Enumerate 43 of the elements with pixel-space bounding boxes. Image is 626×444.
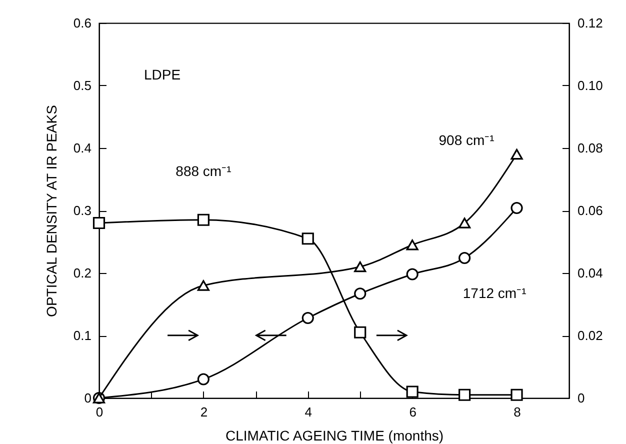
point: [92, 216, 106, 230]
point: [197, 373, 210, 386]
point: [510, 148, 523, 160]
point: [406, 386, 418, 398]
point: [197, 214, 210, 226]
y-tick-label: 0.3: [73, 203, 92, 218]
x-tick-label: 0: [96, 404, 104, 420]
point: [406, 240, 418, 250]
y2-tick-label: 0.12: [578, 16, 603, 30]
y-tick-label: 0.1: [73, 328, 92, 343]
y-tick-label: 0.5: [73, 78, 92, 93]
y2-tick-label: 0.08: [578, 140, 603, 156]
point: [510, 388, 523, 401]
x-axis-title: CLIMATIC AGEING TIME (months): [225, 428, 444, 444]
point: [354, 288, 366, 300]
y-tick-label: 0.6: [73, 16, 92, 30]
y2-tick-label: 0.04: [578, 266, 603, 280]
series-label: 1712 cm⁻¹: [462, 285, 527, 301]
point: [302, 232, 314, 245]
x-tick-label: 8: [514, 404, 521, 420]
point: [458, 218, 471, 228]
y-tick-label: 0.4: [73, 140, 92, 156]
x-tick-label: 6: [409, 404, 416, 420]
y2-tick-label: 0: [578, 390, 585, 406]
x-tick-label: 2: [200, 404, 208, 420]
point: [458, 252, 471, 264]
point: [354, 261, 366, 272]
x-tick-label: 4: [304, 404, 312, 420]
y2-tick-label: 0.06: [578, 203, 603, 218]
text: 888 cm⁻¹: [176, 162, 232, 179]
point: [406, 268, 418, 280]
point: [458, 388, 471, 401]
point: [510, 202, 523, 214]
point: [354, 326, 366, 338]
annotation: LDPE: [144, 66, 181, 82]
y-tick-label: 0.2: [73, 266, 92, 280]
point: [197, 280, 210, 291]
series-label: 908 cm⁻¹: [438, 132, 495, 148]
y2-tick-label: 0.02: [578, 328, 603, 343]
y2-tick-label: 0.10: [578, 78, 603, 93]
y-tick-label: 0: [84, 390, 92, 406]
y-axis-title: OPTICAL DENSITY AT IR PEAKS: [43, 105, 60, 317]
point: [302, 312, 314, 324]
